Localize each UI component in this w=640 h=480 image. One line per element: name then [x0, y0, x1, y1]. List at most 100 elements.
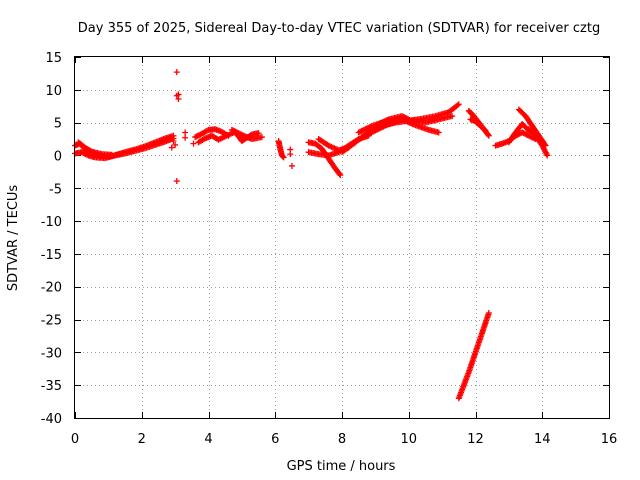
outlier-point — [170, 138, 177, 145]
y-tick-label: 5 — [54, 117, 62, 132]
data-point — [371, 128, 378, 135]
data-point — [192, 134, 199, 141]
data-point — [369, 128, 376, 135]
data-point — [520, 130, 527, 137]
data-point — [407, 117, 414, 124]
data-point — [481, 126, 488, 133]
data-point — [82, 151, 89, 158]
data-point — [81, 150, 88, 157]
data-point — [280, 154, 287, 161]
data-point — [485, 132, 492, 139]
data-point — [359, 134, 366, 141]
data-point — [220, 134, 227, 141]
x-axis-label: GPS time / hours — [287, 459, 396, 474]
data-point — [485, 309, 492, 316]
y-tick-label: -35 — [41, 379, 62, 394]
x-tick-label: 8 — [338, 432, 346, 447]
x-tick-label: 10 — [400, 432, 417, 447]
data-point — [108, 151, 115, 158]
plot-frame — [74, 56, 610, 419]
outlier-point — [182, 134, 189, 141]
tick-layer: 0 2 4 6 8 10 12 14 16 15 10 5 0 -5 -10 -15 -20 -25 -30 -35 -… — [41, 51, 618, 447]
data-point — [363, 125, 370, 132]
data-point — [525, 132, 532, 139]
data-point — [78, 149, 85, 156]
y-tick-label: -15 — [41, 248, 62, 263]
y-tick-label: -30 — [41, 346, 62, 361]
x-tick-label: 0 — [71, 432, 79, 447]
data-point — [279, 153, 286, 160]
data-point — [366, 124, 373, 131]
data-point — [258, 134, 265, 141]
outlier-point — [175, 91, 182, 98]
y-tick-label: -20 — [41, 281, 62, 296]
data-point — [527, 133, 534, 140]
data-point — [216, 136, 223, 143]
data-layer — [72, 69, 551, 402]
data-point — [337, 172, 344, 179]
x-tick-label: 4 — [204, 432, 212, 447]
data-point — [485, 131, 492, 138]
data-point — [365, 130, 372, 137]
data-point — [409, 118, 416, 125]
data-point — [363, 132, 370, 139]
y-tick-label: -25 — [41, 314, 62, 329]
data-point — [219, 134, 226, 141]
outlier-point — [288, 162, 295, 169]
data-point — [368, 129, 375, 136]
y-axis-label: SDTVAR / TECUs — [6, 185, 21, 292]
outlier-point — [190, 140, 197, 147]
data-point — [361, 132, 368, 139]
outlier-point — [182, 129, 189, 136]
data-point — [361, 126, 368, 133]
data-point — [373, 122, 380, 129]
data-point — [435, 129, 442, 136]
data-point — [80, 149, 87, 156]
data-point — [375, 121, 382, 128]
data-point — [544, 152, 551, 159]
data-point — [87, 147, 94, 154]
outlier-point — [172, 141, 179, 148]
data-point — [379, 119, 386, 126]
data-point — [358, 128, 365, 135]
x-tick-label: 16 — [601, 432, 618, 447]
y-tick-label: -5 — [49, 182, 62, 197]
data-point — [364, 131, 371, 138]
data-point — [255, 130, 262, 137]
data-point — [200, 136, 207, 143]
data-point — [204, 127, 211, 134]
data-point — [336, 171, 343, 178]
x-tick-label: 14 — [534, 432, 551, 447]
y-tick-label: -40 — [41, 412, 62, 427]
data-point — [362, 126, 369, 133]
data-point — [376, 120, 383, 127]
data-point — [355, 129, 362, 136]
outlier-point — [168, 144, 175, 151]
data-point — [455, 101, 462, 108]
data-point — [194, 132, 201, 139]
y-tick-label: 0 — [54, 149, 62, 164]
chart-title: Day 355 of 2025, Sidereal Day-to-day VTE… — [78, 21, 600, 36]
y-tick-label: 15 — [45, 51, 62, 66]
data-point — [372, 122, 379, 129]
data-point — [215, 136, 222, 143]
data-point — [218, 135, 225, 142]
data-point — [367, 123, 374, 130]
data-point — [449, 113, 456, 120]
x-tick-label: 6 — [271, 432, 279, 447]
outlier-point — [287, 151, 294, 158]
y-tick-label: -10 — [41, 215, 62, 230]
x-tick-label: 2 — [138, 432, 146, 447]
data-point — [521, 130, 528, 137]
data-point — [380, 118, 387, 125]
data-point — [360, 133, 367, 140]
y-tick-label: 10 — [45, 84, 62, 99]
data-point — [365, 124, 372, 131]
x-tick-label: 12 — [467, 432, 484, 447]
data-point — [519, 129, 526, 136]
data-point — [523, 131, 530, 138]
outlier-point — [173, 69, 180, 76]
data-point — [383, 117, 390, 124]
